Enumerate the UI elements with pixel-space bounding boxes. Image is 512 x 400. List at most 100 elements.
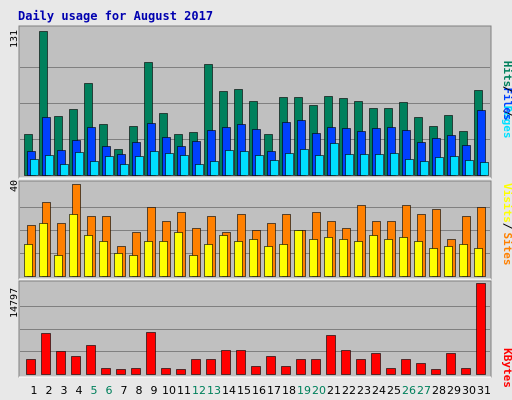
visits-bar bbox=[414, 241, 423, 277]
visits-bar bbox=[354, 241, 363, 277]
pages-bar bbox=[105, 156, 114, 176]
visits-bar bbox=[369, 235, 378, 277]
day-label: 20 bbox=[312, 384, 326, 397]
visits-bar bbox=[69, 214, 78, 277]
kbytes-bar bbox=[221, 350, 231, 375]
chart-title: Daily usage for August 2017 bbox=[18, 9, 213, 23]
visits-bar bbox=[294, 230, 303, 277]
legend-separator: / bbox=[501, 86, 512, 93]
pages-bar bbox=[165, 153, 174, 176]
day-label: 15 bbox=[237, 384, 251, 397]
hits-files-pages-legend: Pages/Files/Hits bbox=[501, 61, 512, 139]
sites-scale-label: 40 bbox=[9, 180, 20, 192]
kbytes-bar bbox=[416, 363, 426, 375]
kbytes-bar bbox=[356, 359, 366, 375]
kbytes-scale-label: 14797 bbox=[9, 288, 20, 318]
legend-hits: Hits bbox=[501, 61, 512, 88]
pages-bar bbox=[480, 162, 489, 176]
pages-bar bbox=[315, 155, 324, 176]
kbytes-bar bbox=[446, 353, 456, 375]
pages-bar bbox=[180, 155, 189, 176]
day-label: 11 bbox=[177, 384, 191, 397]
visits-bar bbox=[444, 246, 453, 277]
day-label: 1 bbox=[31, 384, 38, 397]
day-label: 7 bbox=[121, 384, 128, 397]
kbytes-bar bbox=[311, 359, 321, 375]
day-label: 25 bbox=[387, 384, 401, 397]
pages-bar bbox=[135, 156, 144, 176]
day-labels: 1 2 3 4 5 6 7 8 9 10 11 12 13 14 15 16 17 18 19 20 21 22 23 24 2… bbox=[31, 384, 492, 397]
kbytes-panel: 14797 KBytes bbox=[9, 280, 512, 388]
kbytes-bar bbox=[341, 350, 351, 375]
kbytes-bar bbox=[146, 332, 156, 375]
pages-bar bbox=[330, 143, 339, 176]
pages-bar bbox=[285, 153, 294, 176]
visits-bar bbox=[459, 244, 468, 277]
pages-bar bbox=[210, 161, 219, 176]
kbytes-bar bbox=[401, 359, 411, 375]
kbytes-bar bbox=[236, 350, 246, 375]
sites-visits-legend: Sites /Visits bbox=[501, 183, 512, 265]
legend-pages: Pages bbox=[501, 105, 512, 138]
pages-bar bbox=[60, 164, 69, 176]
visits-bar bbox=[54, 255, 63, 277]
day-label: 29 bbox=[447, 384, 461, 397]
pages-bar bbox=[345, 154, 354, 176]
pages-bar bbox=[195, 164, 204, 176]
visits-bar bbox=[84, 235, 93, 277]
day-label: 26 bbox=[402, 384, 416, 397]
day-label: 16 bbox=[252, 384, 266, 397]
visits-bar bbox=[114, 253, 123, 277]
visits-bar bbox=[279, 244, 288, 277]
pages-bar bbox=[255, 155, 264, 176]
day-label: 17 bbox=[267, 384, 281, 397]
kbytes-bar bbox=[71, 356, 81, 375]
visits-bar bbox=[204, 244, 213, 277]
day-label: 30 bbox=[462, 384, 476, 397]
day-label: 22 bbox=[342, 384, 356, 397]
kbytes-bar bbox=[266, 356, 276, 375]
visits-bar bbox=[234, 241, 243, 277]
kbytes-bar bbox=[371, 353, 381, 375]
pages-bar bbox=[450, 156, 459, 176]
hits-files-pages-panel: 131 Pages/Files/Hits bbox=[9, 25, 512, 179]
kbytes-bar bbox=[206, 359, 216, 375]
kbytes-bar bbox=[131, 368, 141, 375]
kbytes-bar bbox=[251, 366, 261, 375]
day-label: 3 bbox=[61, 384, 68, 397]
day-label: 14 bbox=[222, 384, 236, 397]
kbytes-bar bbox=[281, 366, 291, 375]
sites-visits-panel: 40 Sites /Visits bbox=[9, 180, 512, 280]
day-label: 27 bbox=[417, 384, 431, 397]
pages-bar bbox=[150, 151, 159, 176]
day-label: 24 bbox=[372, 384, 386, 397]
kbytes-bar bbox=[296, 359, 306, 375]
day-label: 12 bbox=[192, 384, 206, 397]
pages-bar bbox=[435, 157, 444, 176]
pages-bar bbox=[360, 154, 369, 176]
legend-separator: / bbox=[501, 110, 512, 117]
legend-visits: Visits bbox=[501, 183, 512, 223]
kbytes-bar bbox=[101, 368, 111, 375]
visits-bar bbox=[249, 239, 258, 277]
day-label: 10 bbox=[162, 384, 176, 397]
kbytes-bar bbox=[176, 369, 186, 375]
day-label: 19 bbox=[297, 384, 311, 397]
day-label: 28 bbox=[432, 384, 446, 397]
pages-bar bbox=[45, 155, 54, 176]
pages-bar bbox=[90, 161, 99, 176]
kbytes-bar bbox=[26, 359, 36, 375]
pages-bar bbox=[390, 153, 399, 176]
kbytes-bar bbox=[56, 351, 66, 375]
day-label: 4 bbox=[76, 384, 83, 397]
legend-kbytes: KBytes bbox=[501, 348, 512, 388]
pages-bar bbox=[465, 160, 474, 176]
pages-bar bbox=[270, 160, 279, 176]
kbytes-bar bbox=[116, 369, 126, 375]
pages-bar bbox=[375, 154, 384, 176]
day-label: 8 bbox=[136, 384, 143, 397]
visits-bar bbox=[189, 255, 198, 277]
legend-sites: Sites bbox=[501, 232, 512, 265]
visits-bar bbox=[144, 241, 153, 277]
